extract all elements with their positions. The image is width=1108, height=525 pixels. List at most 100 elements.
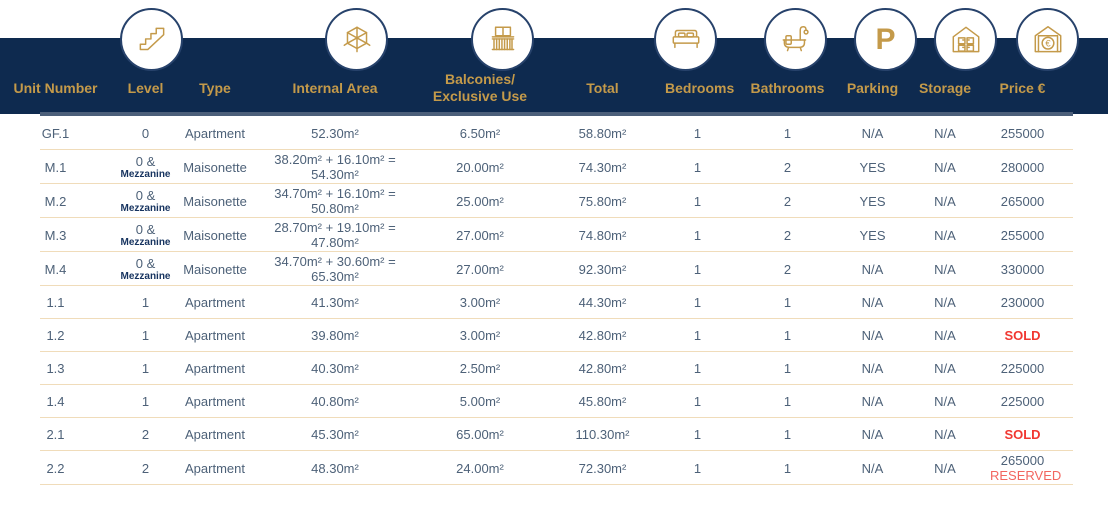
balconies-cell: 65.00m² [456, 427, 504, 442]
bathrooms-cell: 2 [783, 193, 792, 209]
header-underline [40, 112, 1073, 116]
parking-cell: YES [859, 227, 886, 243]
price-cell: 255000 [990, 126, 1055, 141]
internal-area-cell: 34.70m² + 30.60m² = 65.30m² [274, 254, 396, 284]
price-value: 280000 [1000, 159, 1045, 175]
price-cell: 265000 RESERVED [990, 453, 1062, 483]
bedrooms-cell: 1 [693, 295, 702, 310]
level-main: 1 [141, 394, 150, 409]
internal-area-cell: 52.30m² [311, 126, 359, 141]
type-cell: Apartment [185, 328, 245, 343]
level-main: 1 [141, 328, 150, 343]
type-cell: Apartment [185, 295, 245, 310]
bathrooms-cell: 1 [783, 328, 792, 343]
balconies-cell: 2.50m² [459, 361, 501, 376]
level-cell: 1 [111, 394, 180, 409]
price-status: RESERVED [990, 468, 1062, 483]
unit-number-cell: 2.1 [46, 427, 65, 442]
bedrooms-cell: 1 [693, 328, 702, 343]
total-cell: 58.80m² [578, 126, 627, 141]
col-header-unit-number: Unit Number [13, 79, 98, 96]
level-cell: 2 [111, 427, 180, 442]
col-header-type: Type [199, 79, 231, 96]
storage-cell: N/A [934, 295, 956, 310]
price-cell: 265000 [990, 194, 1055, 209]
storage-cell: N/A [934, 193, 956, 209]
bathrooms-cell: 2 [783, 159, 792, 175]
table-row: M.2 0 & Mezzanine Maisonette 34.70m² + 1… [0, 184, 1108, 218]
level-main: 0 & [135, 222, 156, 237]
bathrooms-cell: 1 [783, 394, 792, 409]
unit-number-cell: M.1 [44, 159, 67, 175]
bed-icon [654, 8, 717, 71]
total-cell: 74.80m² [578, 227, 627, 243]
unit-number-cell: 1.4 [46, 394, 65, 409]
col-header-balconies: Balconies/ Exclusive Use [432, 71, 528, 104]
price-value: 225000 [1000, 394, 1045, 409]
price-cell: 280000 [990, 160, 1055, 175]
table-row: 1.1 1 Apartment 41.30m² 3.00m² 44.30m² 1… [0, 286, 1108, 319]
price-value: 265000 [1000, 193, 1045, 209]
bedrooms-cell: 1 [693, 193, 702, 209]
table-row: M.4 0 & Mezzanine Maisonette 34.70m² + 3… [0, 252, 1108, 286]
unit-number-cell: M.3 [44, 227, 67, 243]
balconies-cell: 27.00m² [456, 261, 504, 277]
balconies-cell: 6.50m² [459, 126, 501, 141]
storage-cell: N/A [934, 328, 956, 343]
table-header-row: Unit Number Level Type Internal Area Bal… [0, 38, 1108, 114]
total-cell: 42.80m² [578, 361, 627, 376]
unit-number-cell: 1.3 [46, 361, 65, 376]
level-main: 2 [141, 460, 150, 476]
bedrooms-cell: 1 [693, 126, 702, 141]
price-value: 225000 [1000, 361, 1045, 376]
bathrooms-cell: 1 [783, 295, 792, 310]
level-sub: Mezzanine [120, 169, 171, 180]
balconies-cell: 25.00m² [456, 193, 504, 209]
col-header-bedrooms: Bedrooms [665, 79, 735, 96]
unit-number-cell: 1.2 [46, 328, 65, 343]
col-header-internal-area: Internal Area [292, 79, 378, 96]
parking-cell: N/A [861, 328, 884, 343]
price-value: 255000 [1000, 227, 1045, 243]
bathrooms-cell: 1 [783, 427, 792, 442]
total-cell: 45.80m² [578, 394, 627, 409]
parking-cell: YES [859, 159, 886, 175]
table-row: GF.1 0 Apartment 52.30m² 6.50m² 58.80m² … [0, 117, 1108, 150]
level-cell: 1 [111, 295, 180, 310]
level-main: 1 [141, 295, 150, 310]
type-cell: Maisonette [183, 159, 247, 175]
level-main: 0 & [135, 256, 156, 271]
total-cell: 42.80m² [578, 328, 627, 343]
col-header-total: Total [586, 79, 619, 96]
total-cell: 74.30m² [578, 159, 627, 175]
area-cube-icon [325, 8, 388, 71]
price-cell: SOLD [990, 427, 1055, 442]
parking-cell: YES [859, 193, 886, 209]
table-body: GF.1 0 Apartment 52.30m² 6.50m² 58.80m² … [0, 117, 1108, 485]
table-row: 1.2 1 Apartment 39.80m² 3.00m² 42.80m² 1… [0, 319, 1108, 352]
level-cell: 1 [111, 361, 180, 376]
level-cell: 0 [111, 126, 180, 141]
internal-area-cell: 40.30m² [311, 361, 359, 376]
table-row: M.1 0 & Mezzanine Maisonette 38.20m² + 1… [0, 150, 1108, 184]
parking-cell: N/A [861, 361, 884, 376]
unit-number-cell: 2.2 [46, 460, 65, 476]
bathrooms-cell: 2 [783, 261, 792, 277]
level-cell: 0 & Mezzanine [111, 256, 180, 282]
bedrooms-cell: 1 [693, 427, 702, 442]
price-cell: 255000 [990, 228, 1055, 243]
total-cell: 44.30m² [578, 295, 627, 310]
total-cell: 75.80m² [578, 193, 627, 209]
parking-cell: N/A [861, 126, 884, 141]
col-header-parking: Parking [846, 79, 899, 96]
price-value: 330000 [1000, 261, 1045, 277]
type-cell: Maisonette [183, 193, 247, 209]
stairs-icon [120, 8, 183, 71]
balconies-cell: 24.00m² [456, 460, 504, 476]
price-value: 265000 [1000, 453, 1045, 468]
type-cell: Apartment [185, 394, 245, 409]
storage-icon [934, 8, 997, 71]
total-cell: 72.30m² [578, 460, 627, 476]
parking-cell: N/A [861, 261, 884, 277]
